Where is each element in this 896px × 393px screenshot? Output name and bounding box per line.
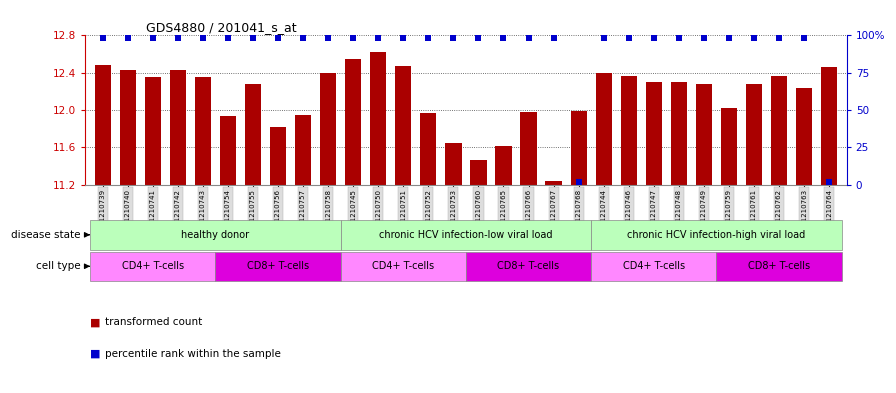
Point: [421, 35, 435, 42]
Bar: [470, 160, 487, 185]
Bar: [144, 77, 161, 185]
Text: cell type: cell type: [36, 261, 81, 271]
Bar: [169, 70, 186, 185]
Bar: [320, 73, 336, 185]
Bar: [621, 77, 637, 185]
Bar: [395, 66, 411, 185]
Bar: [194, 77, 211, 185]
Bar: [90, 220, 340, 250]
Text: ■: ■: [90, 317, 100, 327]
Text: chronic HCV infection-low viral load: chronic HCV infection-low viral load: [379, 230, 553, 240]
Point: [647, 35, 661, 42]
Bar: [571, 111, 587, 185]
Bar: [119, 70, 136, 185]
Point: [496, 35, 511, 42]
Bar: [340, 252, 466, 281]
Text: CD4+ T-cells: CD4+ T-cells: [623, 261, 685, 271]
Bar: [420, 113, 436, 185]
Bar: [720, 108, 737, 185]
Point: [271, 35, 285, 42]
Text: percentile rank within the sample: percentile rank within the sample: [105, 349, 280, 359]
Point: [597, 35, 611, 42]
Bar: [370, 52, 386, 185]
Point: [747, 35, 762, 42]
Text: CD8+ T-cells: CD8+ T-cells: [247, 261, 309, 271]
Bar: [796, 88, 813, 185]
Text: healthy donor: healthy donor: [181, 230, 249, 240]
Text: chronic HCV infection-high viral load: chronic HCV infection-high viral load: [627, 230, 806, 240]
Point: [296, 35, 310, 42]
Point: [521, 35, 536, 42]
Bar: [340, 220, 591, 250]
Point: [145, 35, 159, 42]
Point: [622, 35, 636, 42]
Text: CD8+ T-cells: CD8+ T-cells: [497, 261, 560, 271]
Bar: [745, 84, 762, 185]
Bar: [445, 143, 461, 185]
Bar: [671, 82, 687, 185]
Point: [121, 35, 135, 42]
Point: [396, 35, 410, 42]
Bar: [591, 220, 841, 250]
Point: [220, 35, 235, 42]
Bar: [215, 252, 340, 281]
Point: [471, 35, 486, 42]
Bar: [696, 84, 712, 185]
Text: CD8+ T-cells: CD8+ T-cells: [748, 261, 810, 271]
Bar: [245, 84, 261, 185]
Bar: [270, 127, 286, 185]
Point: [446, 35, 461, 42]
Text: GDS4880 / 201041_s_at: GDS4880 / 201041_s_at: [146, 21, 297, 34]
Text: transformed count: transformed count: [105, 317, 202, 327]
Text: CD4+ T-cells: CD4+ T-cells: [372, 261, 435, 271]
Point: [246, 35, 260, 42]
Bar: [591, 252, 717, 281]
Text: disease state: disease state: [11, 230, 81, 240]
Point: [195, 35, 210, 42]
Point: [822, 178, 836, 185]
Point: [722, 35, 737, 42]
Text: CD4+ T-cells: CD4+ T-cells: [122, 261, 184, 271]
Point: [371, 35, 385, 42]
Point: [321, 35, 335, 42]
Bar: [220, 116, 236, 185]
Point: [346, 35, 360, 42]
Bar: [466, 252, 591, 281]
Point: [797, 35, 811, 42]
Bar: [596, 73, 612, 185]
Bar: [94, 65, 111, 185]
Text: ■: ■: [90, 349, 100, 359]
Bar: [717, 252, 841, 281]
Point: [170, 35, 185, 42]
Point: [697, 35, 711, 42]
Point: [772, 35, 787, 42]
Point: [96, 35, 110, 42]
Point: [572, 178, 586, 185]
Bar: [295, 115, 311, 185]
Bar: [345, 59, 361, 185]
Point: [547, 35, 561, 42]
Bar: [771, 75, 788, 185]
Point: [672, 35, 686, 42]
Bar: [495, 145, 512, 185]
Bar: [646, 82, 662, 185]
Bar: [546, 181, 562, 185]
Bar: [90, 252, 215, 281]
Bar: [821, 67, 838, 185]
Bar: [521, 112, 537, 185]
